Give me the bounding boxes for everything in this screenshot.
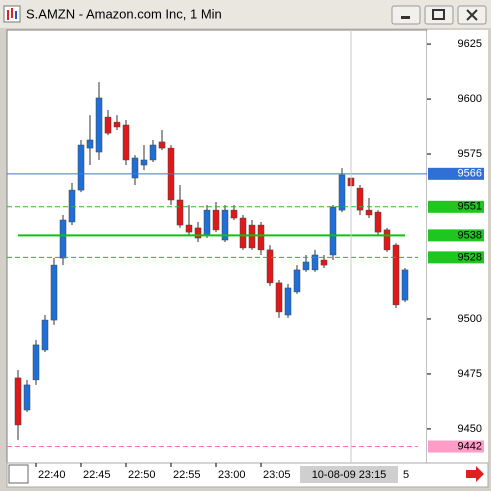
price-level-box xyxy=(428,229,484,242)
candle-body xyxy=(194,227,202,239)
price-level-box xyxy=(428,440,484,453)
price-level-label: 9442 xyxy=(458,440,482,452)
x-tick-label: 5 xyxy=(403,469,409,481)
candle-body xyxy=(275,282,283,313)
candle-body xyxy=(221,209,229,241)
candle-body xyxy=(212,209,220,231)
candle-body xyxy=(374,211,382,233)
candle-body xyxy=(149,144,157,161)
candle-body xyxy=(203,209,211,236)
candle-body xyxy=(383,229,391,251)
crosshair-label: 10-08-09 23:15 xyxy=(312,469,387,481)
x-tick-label: 22:50 xyxy=(128,469,156,481)
price-axis xyxy=(427,30,488,463)
candle-body xyxy=(140,159,148,166)
candle-body xyxy=(50,264,58,321)
candle-body xyxy=(77,144,85,191)
candle-body xyxy=(68,189,76,223)
x-tick-label: 22:55 xyxy=(173,469,201,481)
y-tick-label: 9575 xyxy=(458,148,482,160)
candle-body xyxy=(122,124,130,161)
y-tick-label: 9450 xyxy=(458,423,482,435)
candle-body xyxy=(158,141,166,149)
candle-body xyxy=(239,217,247,249)
candle-body xyxy=(302,261,310,271)
candle-body xyxy=(23,384,31,411)
candle-body xyxy=(185,224,193,233)
candle-body xyxy=(338,174,346,211)
close-button[interactable] xyxy=(457,5,487,25)
corner-box[interactable] xyxy=(8,464,29,484)
x-tick-label: 22:40 xyxy=(38,469,66,481)
candle-body xyxy=(311,254,319,271)
candle-body xyxy=(401,269,409,301)
candle-body xyxy=(14,377,22,426)
candle-body xyxy=(176,199,184,226)
candle-body xyxy=(32,344,40,381)
price-level-box xyxy=(428,167,484,180)
candle-body xyxy=(365,209,373,216)
plot-area xyxy=(6,29,428,464)
x-tick-label: 22:45 xyxy=(83,469,111,481)
candle-body xyxy=(293,269,301,293)
minimize-button[interactable] xyxy=(391,5,421,25)
candle-body xyxy=(320,259,328,266)
candle-body xyxy=(131,157,139,179)
y-tick-label: 9500 xyxy=(458,313,482,325)
crosshair-box xyxy=(300,466,398,483)
candle-body xyxy=(104,116,112,134)
candle-body xyxy=(41,319,49,351)
candles xyxy=(14,82,409,440)
x-tick-label: 23:00 xyxy=(218,469,246,481)
candle-body xyxy=(284,287,292,316)
price-level-label: 9551 xyxy=(458,201,482,213)
candle-body xyxy=(59,219,67,259)
price-level-box xyxy=(428,200,484,213)
candle-body xyxy=(113,121,121,128)
y-tick-label: 9475 xyxy=(458,368,482,380)
x-tick-label: 23:05 xyxy=(263,469,291,481)
scroll-arrow[interactable] xyxy=(466,466,484,482)
candle-body xyxy=(95,97,103,153)
time-axis xyxy=(6,462,489,488)
candle-body xyxy=(392,244,400,306)
window-title: S.AMZN - Amazon.com Inc, 1 Min xyxy=(26,6,222,21)
candle-body xyxy=(266,249,274,284)
price-level-box xyxy=(428,251,484,264)
candle-body xyxy=(248,224,256,249)
candle-body xyxy=(230,209,238,219)
candle-body xyxy=(86,139,94,149)
candle-body xyxy=(356,187,364,211)
price-level-label: 9566 xyxy=(458,168,482,180)
maximize-button[interactable] xyxy=(424,5,454,25)
y-tick-label: 9600 xyxy=(458,93,482,105)
candle-body xyxy=(257,224,265,251)
price-level-label: 9538 xyxy=(458,229,482,241)
price-level-label: 9528 xyxy=(458,251,482,263)
candle-body xyxy=(329,206,337,256)
app-icon xyxy=(3,5,21,23)
y-tick-label: 9625 xyxy=(458,38,482,50)
